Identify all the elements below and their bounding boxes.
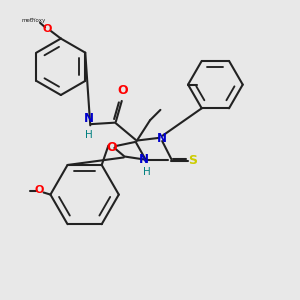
Text: S: S — [188, 154, 197, 167]
Text: methoxy: methoxy — [31, 18, 37, 19]
Text: N: N — [84, 112, 94, 125]
Text: O: O — [34, 185, 44, 195]
Text: O: O — [106, 140, 117, 154]
Text: N: N — [139, 153, 149, 166]
Text: O: O — [43, 24, 52, 34]
Text: methoxy: methoxy — [22, 18, 46, 23]
Text: H: H — [85, 130, 93, 140]
Text: H: H — [142, 167, 150, 177]
Text: O: O — [118, 83, 128, 97]
Text: N: N — [157, 132, 167, 145]
